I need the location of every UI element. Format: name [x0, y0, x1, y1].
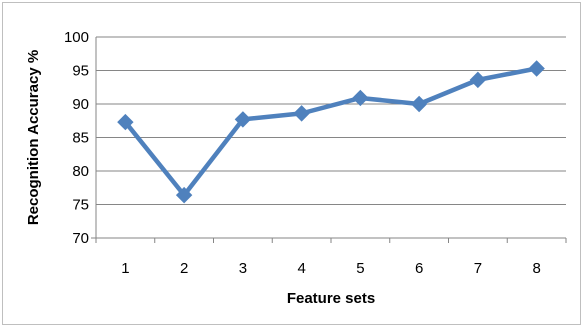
y-tick-label: 90: [72, 96, 89, 113]
chart-frame: [2, 2, 581, 325]
data-point-marker: [410, 95, 428, 113]
y-tick-label: 100: [64, 29, 89, 46]
x-tick-label: 8: [532, 260, 540, 277]
axes: [91, 37, 567, 243]
data-point-marker: [469, 71, 487, 89]
x-tick-label: 7: [474, 260, 482, 277]
x-tick-label: 1: [121, 260, 129, 277]
x-axis-title: Feature sets: [287, 290, 375, 307]
x-tick-labels: 1 2 3 4 5 6 7 8: [121, 260, 541, 277]
x-tick-label: 2: [180, 260, 188, 277]
y-axis-title: Recognition Accuracy %: [25, 50, 42, 225]
x-tick-label: 5: [356, 260, 364, 277]
x-tick-label: 6: [415, 260, 423, 277]
x-tick-label: 4: [297, 260, 305, 277]
y-tick-label: 80: [72, 163, 89, 180]
data-point-marker: [117, 113, 134, 131]
data-point-marker: [234, 111, 252, 128]
data-point-marker: [293, 105, 310, 122]
y-tick-label: 95: [72, 63, 89, 80]
x-tick-label: 3: [239, 260, 247, 277]
gridlines: [96, 36, 566, 205]
series-group: [117, 60, 545, 204]
data-point-marker: [352, 89, 369, 107]
y-tick-labels: 70 75 80 85 90 95 100: [64, 29, 89, 247]
y-tick-label: 70: [72, 230, 89, 247]
y-tick-label: 85: [72, 130, 89, 147]
series-line: [123, 66, 538, 198]
data-point-marker: [175, 186, 193, 204]
data-point-marker: [528, 60, 545, 77]
y-tick-label: 75: [72, 197, 89, 214]
